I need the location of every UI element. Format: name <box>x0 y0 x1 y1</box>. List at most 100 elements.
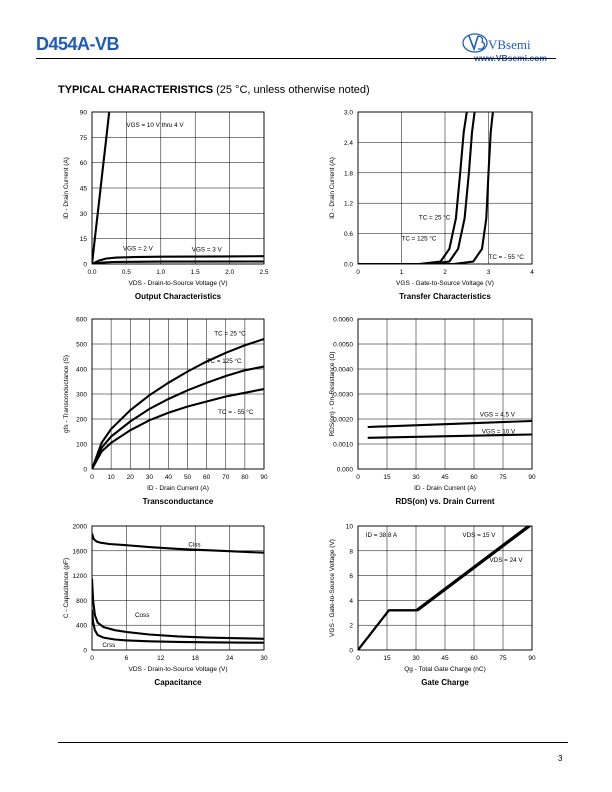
x-tick-label: 3 <box>487 269 491 276</box>
x-tick-label: 60 <box>470 474 478 481</box>
y-tick-label: 0.0020 <box>333 417 353 424</box>
y-tick-label: 800 <box>76 598 87 605</box>
vbsemi-logo-icon <box>462 30 492 59</box>
x-tick-label: 15 <box>383 655 391 662</box>
x-tick-label: 1 <box>400 269 404 276</box>
x-tick-label: 75 <box>499 655 507 662</box>
y-tick-label: 500 <box>76 342 87 349</box>
y-tick-label: 4 <box>349 598 353 605</box>
x-tick-label: 0 <box>90 655 94 662</box>
x-tick-label: 30 <box>412 655 420 662</box>
annotation-label: VGS = 10 V thru 4 V <box>126 122 184 129</box>
series-line <box>367 433 532 439</box>
chart-output: 0.0 0.5 1.0 1.5 2.0 2.5 0 15 30 45 60 75 90 VGS = 10 … <box>63 110 269 302</box>
series-line <box>92 260 264 264</box>
x-tick-label: 30 <box>146 474 154 481</box>
annotation-label: TC = 25 °C <box>419 213 451 221</box>
y-tick-label: 400 <box>76 623 87 630</box>
x-tick-label: 24 <box>226 655 234 662</box>
chart-title: Output Characteristics <box>135 292 222 301</box>
y-tick-label: 30 <box>80 211 88 218</box>
series-line <box>358 526 529 650</box>
y-axis-label: VGS - Gate-to-Source Voltage (V) <box>329 539 336 637</box>
y-tick-label: 0 <box>83 467 87 474</box>
y-tick-label: 0.6 <box>344 231 353 238</box>
plot-frame <box>357 525 533 651</box>
annotation-label: ID = 38.8 A <box>366 532 398 539</box>
chart-title: Gate Charge <box>421 678 469 687</box>
y-axis-label: ID - Drain Current (A) <box>329 157 336 219</box>
header-rule <box>36 58 556 59</box>
plot-frame <box>91 318 265 470</box>
y-tick-label: 60 <box>80 160 88 167</box>
chart-gatecharge: 0 15 30 45 60 75 90 0 2 4 6 8 10 ID = 38.8 A VDS = 15 … <box>329 524 536 688</box>
series-line <box>92 338 264 469</box>
y-tick-label: 600 <box>76 317 87 324</box>
series-line <box>92 255 264 264</box>
x-tick-label: 2.0 <box>225 269 234 276</box>
x-tick-label: 0.5 <box>122 269 131 276</box>
x-tick-label: 1.0 <box>156 269 165 276</box>
y-axis-label: C - Capacitance (pF) <box>63 558 70 618</box>
y-tick-label: 1200 <box>73 573 88 580</box>
x-tick-label: 0 <box>356 474 360 481</box>
annotation-label: TC = - 55 °C <box>218 408 254 416</box>
x-tick-label: 0 <box>90 474 94 481</box>
section-title: TYPICAL CHARACTERISTICS (25 °C, unless o… <box>58 84 370 96</box>
y-tick-label: 0.0060 <box>333 317 353 324</box>
annotation-label: VGS = 10 V <box>482 429 516 436</box>
series-line <box>367 419 532 429</box>
annotation-label: TC = 125 °C <box>402 235 437 243</box>
y-tick-label: 0 <box>83 648 87 655</box>
x-tick-label: 15 <box>383 474 391 481</box>
y-tick-label: 3.0 <box>344 110 353 117</box>
x-tick-label: 18 <box>192 655 200 662</box>
annotation-label: VGS = 2 V <box>123 245 154 252</box>
annotation-label: Coss <box>135 612 149 619</box>
chart-title: Transfer Characteristics <box>399 292 491 301</box>
x-tick-label: 40 <box>165 474 173 481</box>
x-axis-label: ID - Drain Current (A) <box>147 485 209 492</box>
chart-title: RDS(on) vs. Drain Current <box>395 497 494 506</box>
x-tick-label: 0.0 <box>87 269 96 276</box>
x-tick-label: 70 <box>222 474 230 481</box>
y-tick-label: 2000 <box>73 524 88 531</box>
logo-text: VBsemi <box>488 37 531 52</box>
annotation-label: TC = 125 °C <box>207 357 242 365</box>
y-tick-label: 45 <box>80 186 88 193</box>
x-axis-label: VGS - Gate-to-Source Voltage (V) <box>396 280 494 287</box>
x-tick-label: 6 <box>125 655 129 662</box>
annotation-label: VGS = 4.5 V <box>480 412 516 419</box>
x-tick-label: 12 <box>157 655 165 662</box>
x-tick-label: 45 <box>441 655 449 662</box>
y-tick-label: 6 <box>349 573 353 580</box>
y-tick-label: 0.0010 <box>333 442 353 449</box>
y-tick-label: 1.8 <box>344 170 353 177</box>
y-tick-label: 2 <box>349 623 353 630</box>
annotation-label: TC = - 55 °C <box>489 253 525 261</box>
series-line <box>92 533 264 554</box>
y-tick-label: 90 <box>80 110 88 117</box>
x-tick-label: 10 <box>107 474 115 481</box>
y-tick-label: 1600 <box>73 548 88 555</box>
chart-transfer: 0 1 2 3 4 0.0 0.6 1.2 1.8 2.4 3.0 TC = 25 °C TC = 12… <box>329 110 534 302</box>
x-tick-label: 60 <box>203 474 211 481</box>
annotation-label: VDS = 24 V <box>489 557 523 564</box>
y-tick-label: 0 <box>83 262 87 269</box>
chart-capacitance: 0 6 12 18 24 30 0 400 800 1200 1600 2000 Ciss Coss Crs… <box>63 524 268 688</box>
y-tick-label: 0.0 <box>344 262 353 269</box>
y-tick-label: 2.4 <box>344 140 353 147</box>
y-tick-label: 200 <box>76 417 87 424</box>
chart-rdson: 0 15 30 45 60 75 90 0.000 0.0010 0.0020 0.0030 0.00… <box>329 317 536 507</box>
series-line <box>358 526 531 650</box>
y-tick-label: 400 <box>76 367 87 374</box>
x-tick-label: 30 <box>260 655 268 662</box>
series-line <box>92 609 264 644</box>
chart-title: Capacitance <box>154 678 202 687</box>
x-axis-label: Qg - Total Gate Charge (nC) <box>404 666 486 673</box>
y-tick-label: 0.0040 <box>333 367 353 374</box>
y-tick-label: 0 <box>349 648 353 655</box>
x-axis-label: VDS - Drain-to-Source Voltage (V) <box>129 280 228 287</box>
x-tick-label: 50 <box>184 474 192 481</box>
